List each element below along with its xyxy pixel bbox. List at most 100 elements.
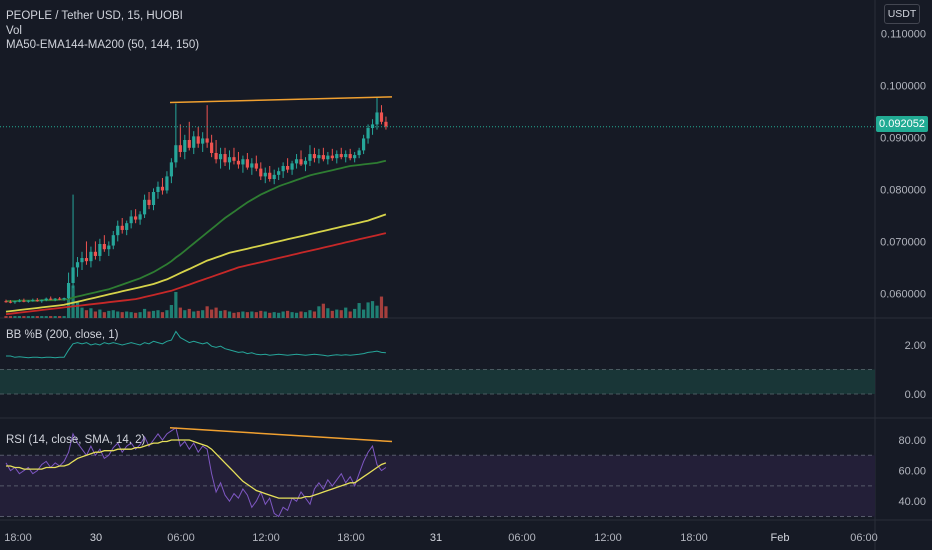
candle-body bbox=[223, 154, 227, 163]
volume-bar bbox=[71, 285, 75, 318]
candle-body bbox=[232, 157, 236, 161]
volume-bar bbox=[192, 311, 196, 318]
time-axis-tick: 31 bbox=[430, 532, 442, 544]
candle-body bbox=[339, 154, 343, 158]
volume-bar bbox=[214, 307, 218, 318]
candle-body bbox=[102, 244, 106, 250]
volume-bar bbox=[254, 312, 258, 318]
volume-bar bbox=[125, 311, 129, 318]
volume-bar bbox=[263, 311, 267, 318]
bb-legend: BB %B (200, close, 1) bbox=[6, 329, 119, 341]
candle-body bbox=[241, 159, 245, 165]
volume-bar bbox=[98, 309, 102, 318]
volume-bar bbox=[49, 316, 53, 318]
candle-body bbox=[71, 267, 75, 283]
volume-bar bbox=[210, 309, 214, 318]
volume-bar bbox=[89, 308, 93, 318]
volume-bar bbox=[357, 303, 361, 318]
candle-body bbox=[366, 128, 370, 139]
volume-bar bbox=[353, 308, 357, 318]
volume-bar bbox=[138, 312, 142, 318]
rsi-trendline bbox=[169, 427, 393, 443]
currency-selector[interactable]: USDT bbox=[884, 4, 920, 24]
vol-legend: Vol bbox=[6, 25, 22, 37]
candle-body bbox=[286, 166, 290, 170]
candle-body bbox=[147, 199, 151, 205]
candle-body bbox=[281, 166, 285, 172]
price-trendline bbox=[169, 96, 393, 104]
ema144-line bbox=[5, 213, 387, 313]
volume-bar bbox=[241, 311, 245, 318]
candle-body bbox=[142, 199, 147, 215]
candle-body bbox=[263, 172, 267, 177]
candle-body bbox=[210, 142, 214, 153]
candle-body bbox=[62, 298, 66, 300]
volume-bar bbox=[317, 306, 321, 318]
candle-body bbox=[116, 225, 120, 236]
candle-body bbox=[165, 176, 169, 191]
candle-body bbox=[290, 163, 294, 170]
volume-bar bbox=[326, 308, 330, 318]
price-axis-tick: 0.090000 bbox=[880, 132, 926, 144]
volume-bar bbox=[93, 311, 97, 318]
volume-bar bbox=[40, 316, 44, 318]
candle-body bbox=[8, 301, 13, 303]
candle-body bbox=[218, 154, 223, 160]
volume-bar bbox=[236, 312, 241, 318]
candle-body bbox=[299, 159, 303, 165]
time-axis-tick: 12:00 bbox=[594, 532, 622, 544]
candle-body bbox=[84, 258, 89, 262]
candle-body bbox=[75, 262, 80, 268]
candle-body bbox=[187, 140, 191, 148]
volume-bar bbox=[290, 312, 294, 318]
volume-bar bbox=[160, 312, 165, 318]
volume-bar bbox=[111, 310, 115, 318]
volume-bar bbox=[375, 305, 379, 318]
volume-bar bbox=[174, 292, 178, 318]
volume-bar bbox=[156, 310, 160, 318]
volume-bar bbox=[286, 310, 290, 318]
volume-bar bbox=[223, 310, 227, 318]
candle-body bbox=[321, 155, 325, 160]
candle-body bbox=[357, 150, 361, 156]
volume-bar bbox=[250, 311, 254, 318]
time-axis-tick: 18:00 bbox=[337, 532, 365, 544]
candle-body bbox=[107, 245, 111, 250]
candle-body bbox=[236, 160, 241, 165]
candle-body bbox=[138, 214, 142, 220]
price-axis-tick: 0.070000 bbox=[880, 236, 926, 248]
volume-bar bbox=[44, 316, 48, 318]
candle-body bbox=[93, 251, 97, 256]
candle-body bbox=[89, 251, 93, 262]
volume-bar bbox=[147, 311, 151, 318]
volume-bar bbox=[4, 316, 8, 318]
candle-body bbox=[40, 300, 44, 302]
candle-body bbox=[17, 300, 22, 302]
volume-bar bbox=[379, 296, 384, 318]
candle-body bbox=[156, 186, 160, 192]
candle-body bbox=[214, 153, 218, 160]
volume-bar bbox=[370, 301, 375, 318]
volume-bar bbox=[299, 311, 303, 318]
volume-bar bbox=[62, 316, 66, 318]
time-axis-tick: 06:00 bbox=[167, 532, 195, 544]
candle-body bbox=[326, 155, 330, 160]
candle-body bbox=[174, 145, 178, 163]
candle-body bbox=[294, 159, 299, 164]
candle-body bbox=[178, 145, 182, 152]
volume-bar bbox=[22, 316, 26, 318]
volume-bar bbox=[281, 311, 285, 318]
volume-bar bbox=[384, 306, 388, 318]
price-axis-tick: 0.080000 bbox=[880, 184, 926, 196]
candle-body bbox=[201, 138, 205, 144]
rsi-line bbox=[5, 426, 387, 518]
candle-body bbox=[303, 160, 308, 165]
candle-body bbox=[268, 172, 272, 179]
rsi-axis-tick: 60.00 bbox=[898, 466, 926, 478]
time-axis-tick: 18:00 bbox=[680, 532, 708, 544]
candle-body bbox=[259, 168, 263, 177]
candle-body bbox=[330, 155, 334, 159]
volume-bar bbox=[205, 306, 209, 318]
candle-body bbox=[344, 154, 348, 158]
